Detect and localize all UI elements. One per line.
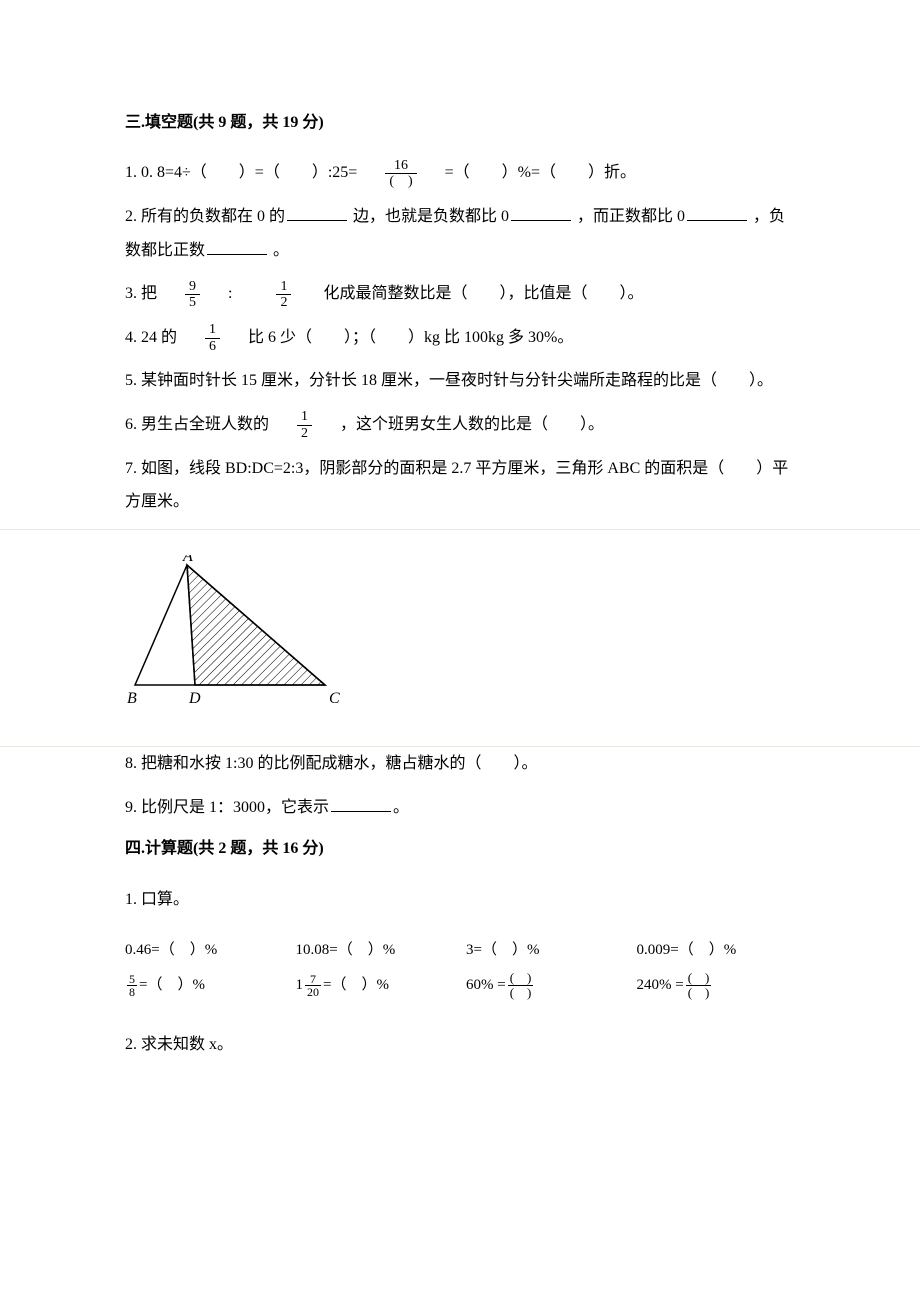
text: :: [212, 285, 264, 302]
numerator: 1: [205, 322, 220, 337]
section-3-title: 三.填空题(共 9 题，共 19 分): [125, 108, 795, 138]
text: 60% =: [466, 971, 506, 1000]
text: 。: [393, 799, 409, 816]
text: =（ ）%=（ ）折。: [429, 164, 636, 181]
text: 边，也就是负数都比 0: [353, 208, 509, 225]
blank: [687, 205, 747, 221]
numerator: ( ): [686, 971, 712, 985]
blank: [511, 205, 571, 221]
svg-text:A: A: [182, 555, 193, 565]
numerator: 1: [276, 279, 291, 294]
text: =（ ）%: [139, 971, 205, 1000]
numerator: ( ): [508, 971, 534, 985]
denominator: 5: [185, 294, 200, 310]
text: 4. 24 的: [125, 329, 193, 346]
blank: [331, 796, 391, 812]
cell: 10.08=（ ）%: [296, 936, 455, 965]
text: 化成最简整数比是（ ），比值是（ ）。: [303, 285, 643, 302]
q3-6: 6. 男生占全班人数的 1 2 ，这个班男女生人数的比是（ ）。: [125, 408, 795, 442]
whole: 1: [296, 971, 304, 1000]
cell: 60% = ( ) ( ): [466, 971, 625, 1001]
divider: [0, 529, 920, 530]
denominator: ( ): [385, 173, 416, 189]
q3-2: 2. 所有的负数都在 0 的 边，也就是负数都比 0 ，而正数都比 0 ，负数都…: [125, 200, 795, 267]
numerator: 1: [297, 409, 312, 424]
blank: [287, 205, 347, 221]
fraction: 9 5: [185, 279, 200, 311]
denominator: 20: [305, 985, 321, 999]
numerator: 16: [390, 158, 412, 173]
q3-3: 3. 把 9 5 : 1 2 化成最简整数比是（ ），比值是（ ）。: [125, 277, 795, 311]
denominator: ( ): [508, 985, 534, 1000]
svg-text:D: D: [188, 690, 201, 707]
text: 比 6 少（ ）；（ ）kg 比 100kg 多 30%。: [232, 329, 573, 346]
text: =（ ）%: [323, 971, 389, 1000]
q3-4: 4. 24 的 1 6 比 6 少（ ）；（ ）kg 比 100kg 多 30%…: [125, 321, 795, 355]
denominator: 8: [127, 985, 137, 999]
text: 240% =: [637, 971, 684, 1000]
cell: 1 7 20 =（ ）%: [296, 971, 455, 1001]
triangle-figure: A B C D: [125, 555, 795, 721]
mixed-number: 1 7 20: [296, 971, 324, 1000]
q3-8: 8. 把糖和水按 1:30 的比例配成糖水，糖占糖水的（ ）。: [125, 747, 795, 781]
numerator: 5: [127, 973, 137, 986]
cell: 5 8 =（ ）%: [125, 971, 284, 1001]
text: 3. 把: [125, 285, 173, 302]
fraction: 1 2: [297, 409, 312, 441]
numerator: 7: [308, 973, 318, 986]
text: 1. 0. 8=4÷（ ）=（ ）:25=: [125, 164, 373, 181]
q4-1-label: 1. 口算。: [125, 883, 795, 917]
q3-1: 1. 0. 8=4÷（ ）=（ ）:25= 16 ( ) =（ ）%=（ ）折。: [125, 156, 795, 190]
fraction: 1 6: [205, 322, 220, 354]
fraction: 5 8: [127, 973, 137, 999]
blank: [207, 239, 267, 255]
q3-7: 7. 如图，线段 BD:DC=2:3，阴影部分的面积是 2.7 平方厘米，三角形…: [125, 452, 795, 519]
cell: 0.009=（ ）%: [637, 936, 796, 965]
text: 。: [273, 242, 289, 259]
q3-9: 9. 比例尺是 1：3000，它表示 。: [125, 791, 795, 825]
q4-2-label: 2. 求未知数 x。: [125, 1028, 795, 1062]
text: 2. 所有的负数都在 0 的: [125, 208, 285, 225]
text: ，这个班男女生人数的比是（ ）。: [324, 416, 604, 433]
cell: 240% = ( ) ( ): [637, 971, 796, 1001]
text: 9. 比例尺是 1：3000，它表示: [125, 799, 329, 816]
svg-text:B: B: [127, 690, 137, 707]
denominator: 2: [297, 425, 312, 441]
fraction: 1 2: [276, 279, 291, 311]
section-4-title: 四.计算题(共 2 题，共 16 分): [125, 834, 795, 864]
denominator: 2: [276, 294, 291, 310]
q3-5: 5. 某钟面时针长 15 厘米，分针长 18 厘米，一昼夜时针与分针尖端所走路程…: [125, 364, 795, 398]
fraction: ( ) ( ): [686, 971, 712, 1001]
denominator: 6: [205, 338, 220, 354]
numerator: 9: [185, 279, 200, 294]
fraction: ( ) ( ): [508, 971, 534, 1001]
cell: 0.46=（ ）%: [125, 936, 284, 965]
denominator: ( ): [686, 985, 712, 1000]
fraction: 16 ( ): [385, 158, 416, 190]
fraction: 7 20: [305, 973, 321, 999]
svg-text:C: C: [329, 690, 340, 707]
cell: 3=（ ）%: [466, 936, 625, 965]
calc-grid: 0.46=（ ）% 10.08=（ ）% 3=（ ）% 0.009=（ ）% 5…: [125, 936, 795, 1000]
text: 6. 男生占全班人数的: [125, 416, 285, 433]
text: ，而正数都比 0: [577, 208, 685, 225]
